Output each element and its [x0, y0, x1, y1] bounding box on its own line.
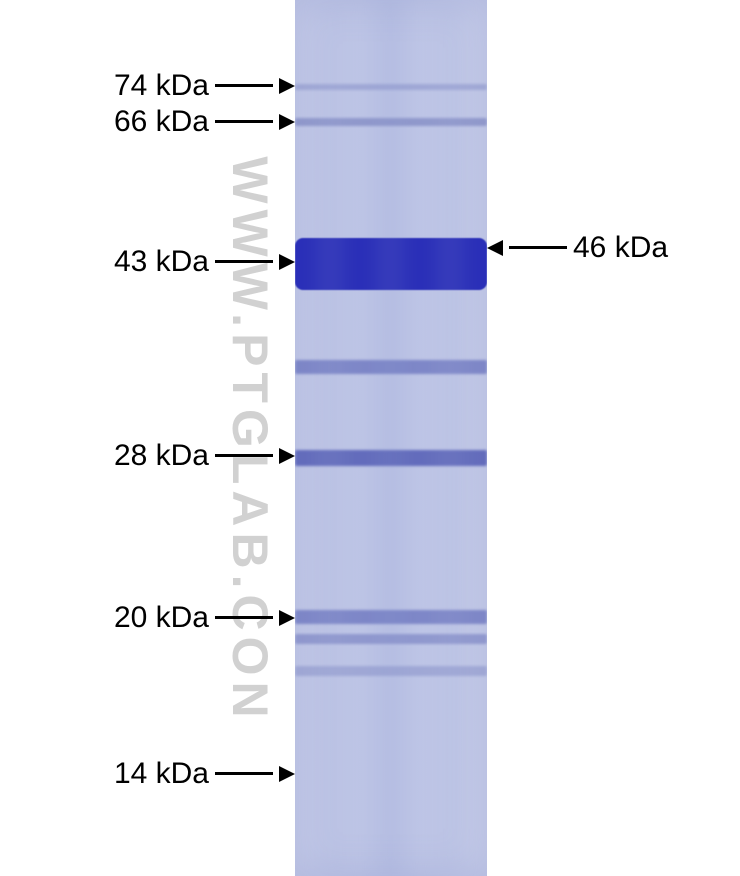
arrow-head-right-icon [279, 448, 295, 464]
arrow-head-left-icon [487, 240, 503, 256]
gel-lane [295, 0, 487, 876]
arrow-head-right-icon [279, 766, 295, 782]
arrow-line [215, 454, 273, 457]
mw-marker-left: 20 kDa [0, 597, 295, 639]
arrow-line [215, 260, 273, 263]
mw-marker-left: 66 kDa [0, 101, 295, 143]
arrow-line [215, 84, 273, 87]
lane-smudge [435, 0, 465, 876]
target-band-marker: 46 kDa [487, 227, 740, 269]
arrow-head-right-icon [279, 78, 295, 94]
mw-marker-label: 74 kDa [114, 69, 209, 103]
arrow-line [215, 772, 273, 775]
arrow-line [509, 246, 567, 249]
arrow-head-right-icon [279, 254, 295, 270]
gel-image-canvas: WWW.PTGLAB.CON 74 kDa66 kDa43 kDa28 kDa2… [0, 0, 740, 876]
target-band-label: 46 kDa [573, 231, 668, 265]
arrow-line [215, 616, 273, 619]
mw-marker-label: 66 kDa [114, 105, 209, 139]
arrow-head-right-icon [279, 610, 295, 626]
mw-marker-label: 20 kDa [114, 601, 209, 635]
arrow-line [215, 120, 273, 123]
mw-marker-label: 14 kDa [114, 757, 209, 791]
mw-marker-left: 43 kDa [0, 241, 295, 283]
mw-marker-label: 28 kDa [114, 439, 209, 473]
lane-smudge [375, 0, 405, 876]
lane-smudge [315, 0, 345, 876]
mw-marker-label: 43 kDa [114, 245, 209, 279]
mw-marker-left: 28 kDa [0, 435, 295, 477]
mw-marker-left: 14 kDa [0, 753, 295, 795]
arrow-head-right-icon [279, 114, 295, 130]
